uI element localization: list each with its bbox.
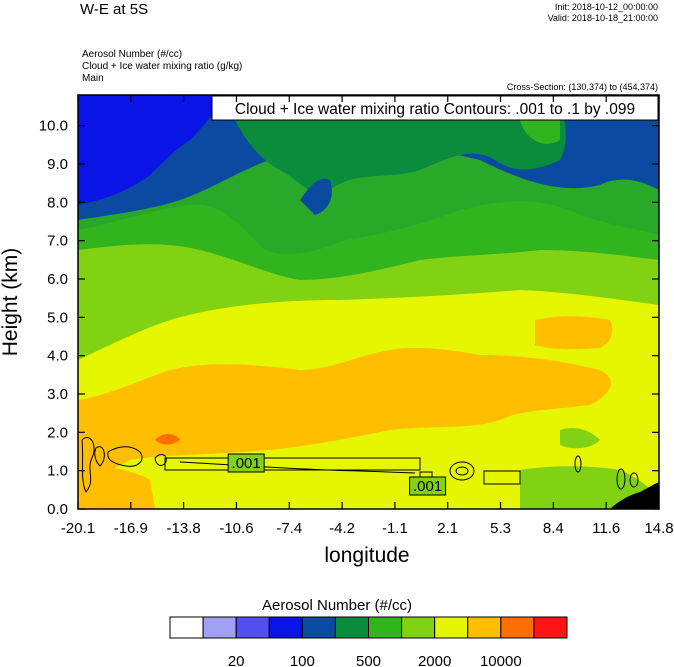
y-axis: 0.0 1.0 2.0 3.0 4.0 5.0 6.0 7.0 8.0 9.0 10.0	[39, 118, 659, 518]
y-tick-label: 4.0	[47, 348, 68, 365]
colorbar-swatch	[235, 616, 270, 639]
cloud-contours	[81, 437, 639, 493]
x-tick-label: -13.8	[167, 520, 201, 537]
x-tick-label: 2.1	[437, 520, 458, 537]
y-tick-label: 6.0	[47, 271, 68, 288]
colorbar-swatch	[533, 616, 568, 639]
y-tick-label: 1.0	[47, 463, 68, 480]
colorbar-label: 100	[290, 653, 315, 667]
y-tick-label: 7.0	[47, 233, 68, 250]
contour-title-box	[211, 95, 659, 121]
x-tick-label: -1.1	[382, 520, 408, 537]
x-tick-label: -16.9	[114, 520, 148, 537]
x-tick-label: 11.6	[592, 520, 620, 537]
x-tick-label: 14.8	[644, 520, 673, 537]
contour-title: Cloud + Ice water mixing ratio Contours:…	[235, 101, 635, 118]
x-axis-label: longitude	[324, 544, 409, 567]
x-tick-label: -7.4	[276, 520, 302, 537]
y-tick-label: 0.0	[47, 501, 68, 518]
colorbar-label: 2000	[418, 653, 451, 667]
y-tick-label: 2.0	[47, 424, 68, 441]
colorbar-swatch	[334, 616, 369, 639]
contour-label-box	[227, 453, 265, 473]
field-label-main: Main	[82, 73, 104, 84]
colorbar-label: 20	[228, 653, 245, 667]
colorbar-label: 500	[356, 653, 381, 667]
y-axis-label: Height (km)	[0, 248, 22, 357]
init-time: Init: 2018-10-12_00:00:00	[554, 2, 658, 12]
colorbar-swatch	[500, 616, 535, 639]
y-tick-label: 9.0	[47, 156, 68, 173]
colorbar: 20 100 500 2000 10000	[169, 616, 568, 667]
x-tick-label: -4.2	[329, 520, 355, 537]
plot-title: W-E at 5S	[80, 1, 149, 18]
plot-frame	[77, 94, 660, 510]
colorbar-swatch	[202, 616, 237, 639]
colorbar-swatch	[301, 616, 336, 639]
contour-label-box	[409, 476, 447, 496]
valid-time: Valid: 2018-10-18_21:00:00	[547, 13, 658, 23]
field-label-cloud: Cloud + Ice water mixing ratio (g/kg)	[82, 61, 243, 72]
x-tick-label: -20.1	[61, 520, 95, 537]
x-tick-label: 8.4	[543, 520, 564, 537]
contour-label: .001	[413, 478, 442, 495]
contour-label: .001	[232, 455, 261, 472]
aerosol-field	[78, 95, 659, 509]
field-label-aerosol: Aerosol Number (#/cc)	[82, 49, 183, 60]
colorbar-swatch	[434, 616, 469, 639]
colorbar-swatch	[467, 616, 502, 639]
y-tick-label: 3.0	[47, 386, 68, 403]
contour-labels: .001 .001	[227, 453, 447, 496]
colorbar-swatch	[268, 616, 303, 639]
y-tick-label: 8.0	[47, 194, 68, 211]
colorbar-swatch	[401, 616, 436, 639]
y-tick-label: 5.0	[47, 309, 68, 326]
x-tick-label: 5.3	[490, 520, 511, 537]
colorbar-swatch	[169, 616, 204, 639]
y-tick-label: 10.0	[39, 118, 68, 135]
x-axis: -20.1 -16.9 -13.8 -10.6 -7.4 -4.2 -1.1 2.1 5.3 8.…	[61, 95, 674, 537]
colorbar-label: 10000	[480, 653, 522, 667]
colorbar-title: Aerosol Number (#/cc)	[261, 597, 413, 614]
x-tick-label: -10.6	[219, 520, 253, 537]
cross-section-label: Cross-Section: (130,374) to (454,374)	[506, 82, 658, 92]
colorbar-swatch	[368, 616, 403, 639]
